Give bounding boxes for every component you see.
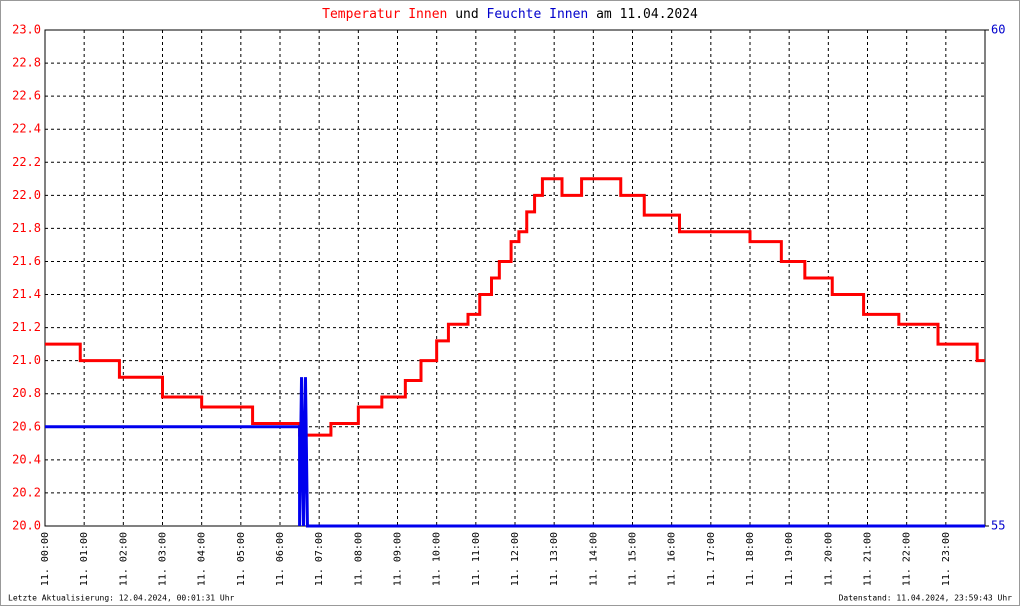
x-tick-label: 11. 21:00 (863, 532, 874, 586)
x-tick-label: 11. 05:00 (236, 532, 247, 586)
title-part: am 11.04.2024 (596, 7, 698, 22)
x-tick-label: 11. 15:00 (628, 532, 639, 586)
title-part: Temperatur Innen (322, 7, 447, 22)
chart-title: Temperatur Innen und Feuchte Innen am 11… (322, 7, 698, 22)
x-tick-label: 11. 04:00 (197, 532, 208, 586)
y2-tick-label: 60 (991, 23, 1005, 37)
series-line (45, 377, 985, 528)
x-tick-label: 11. 10:00 (432, 532, 443, 586)
x-tick-label: 11. 01:00 (79, 532, 90, 586)
x-tick-label: 11. 08:00 (353, 532, 364, 586)
x-tick-label: 11. 23:00 (941, 532, 952, 586)
x-tick-label: 11. 07:00 (314, 532, 325, 586)
x-tick-label: 11. 19:00 (784, 532, 795, 586)
x-tick-label: 11. 18:00 (745, 532, 756, 586)
y-tick-label: 22.8 (12, 56, 41, 70)
x-tick-label: 11. 22:00 (902, 532, 913, 586)
x-tick-label: 11. 20:00 (823, 532, 834, 586)
y-tick-label: 21.0 (12, 353, 41, 367)
x-tick-label: 11. 11:00 (471, 532, 482, 586)
y-tick-label: 22.0 (12, 188, 41, 202)
x-tick-label: 11. 17:00 (706, 532, 717, 586)
y-tick-label: 20.6 (12, 419, 41, 433)
x-tick-label: 11. 00:00 (40, 532, 51, 586)
y-tick-label: 20.8 (12, 386, 41, 400)
x-tick-label: 11. 03:00 (158, 532, 169, 586)
y-tick-label: 23.0 (12, 23, 41, 37)
y-tick-label: 20.0 (12, 519, 41, 533)
y-tick-label: 20.4 (12, 452, 41, 466)
y-tick-label: 21.4 (12, 287, 41, 301)
y-tick-label: 22.4 (12, 122, 41, 136)
x-tick-label: 11. 13:00 (549, 532, 560, 586)
y-tick-label: 22.6 (12, 89, 41, 103)
x-tick-label: 11. 02:00 (118, 532, 129, 586)
y-tick-label: 22.2 (12, 155, 41, 169)
x-tick-label: 11. 09:00 (393, 532, 404, 586)
footer-right: Datenstand: 11.04.2024, 23:59:43 Uhr (839, 594, 1013, 603)
y-tick-label: 21.8 (12, 221, 41, 235)
x-tick-label: 11. 12:00 (510, 532, 521, 586)
x-tick-label: 11. 14:00 (588, 532, 599, 586)
title-part: und (455, 7, 478, 22)
title-part: Feuchte Innen (487, 7, 589, 22)
y-tick-label: 21.2 (12, 320, 41, 334)
x-tick-label: 11. 16:00 (667, 532, 678, 586)
y-tick-label: 20.2 (12, 485, 41, 499)
footer-left: Letzte Aktualisierung: 12.04.2024, 00:01… (8, 594, 235, 603)
y2-tick-label: 55 (991, 519, 1005, 533)
x-tick-label: 11. 06:00 (275, 532, 286, 586)
y-tick-label: 21.6 (12, 254, 41, 268)
